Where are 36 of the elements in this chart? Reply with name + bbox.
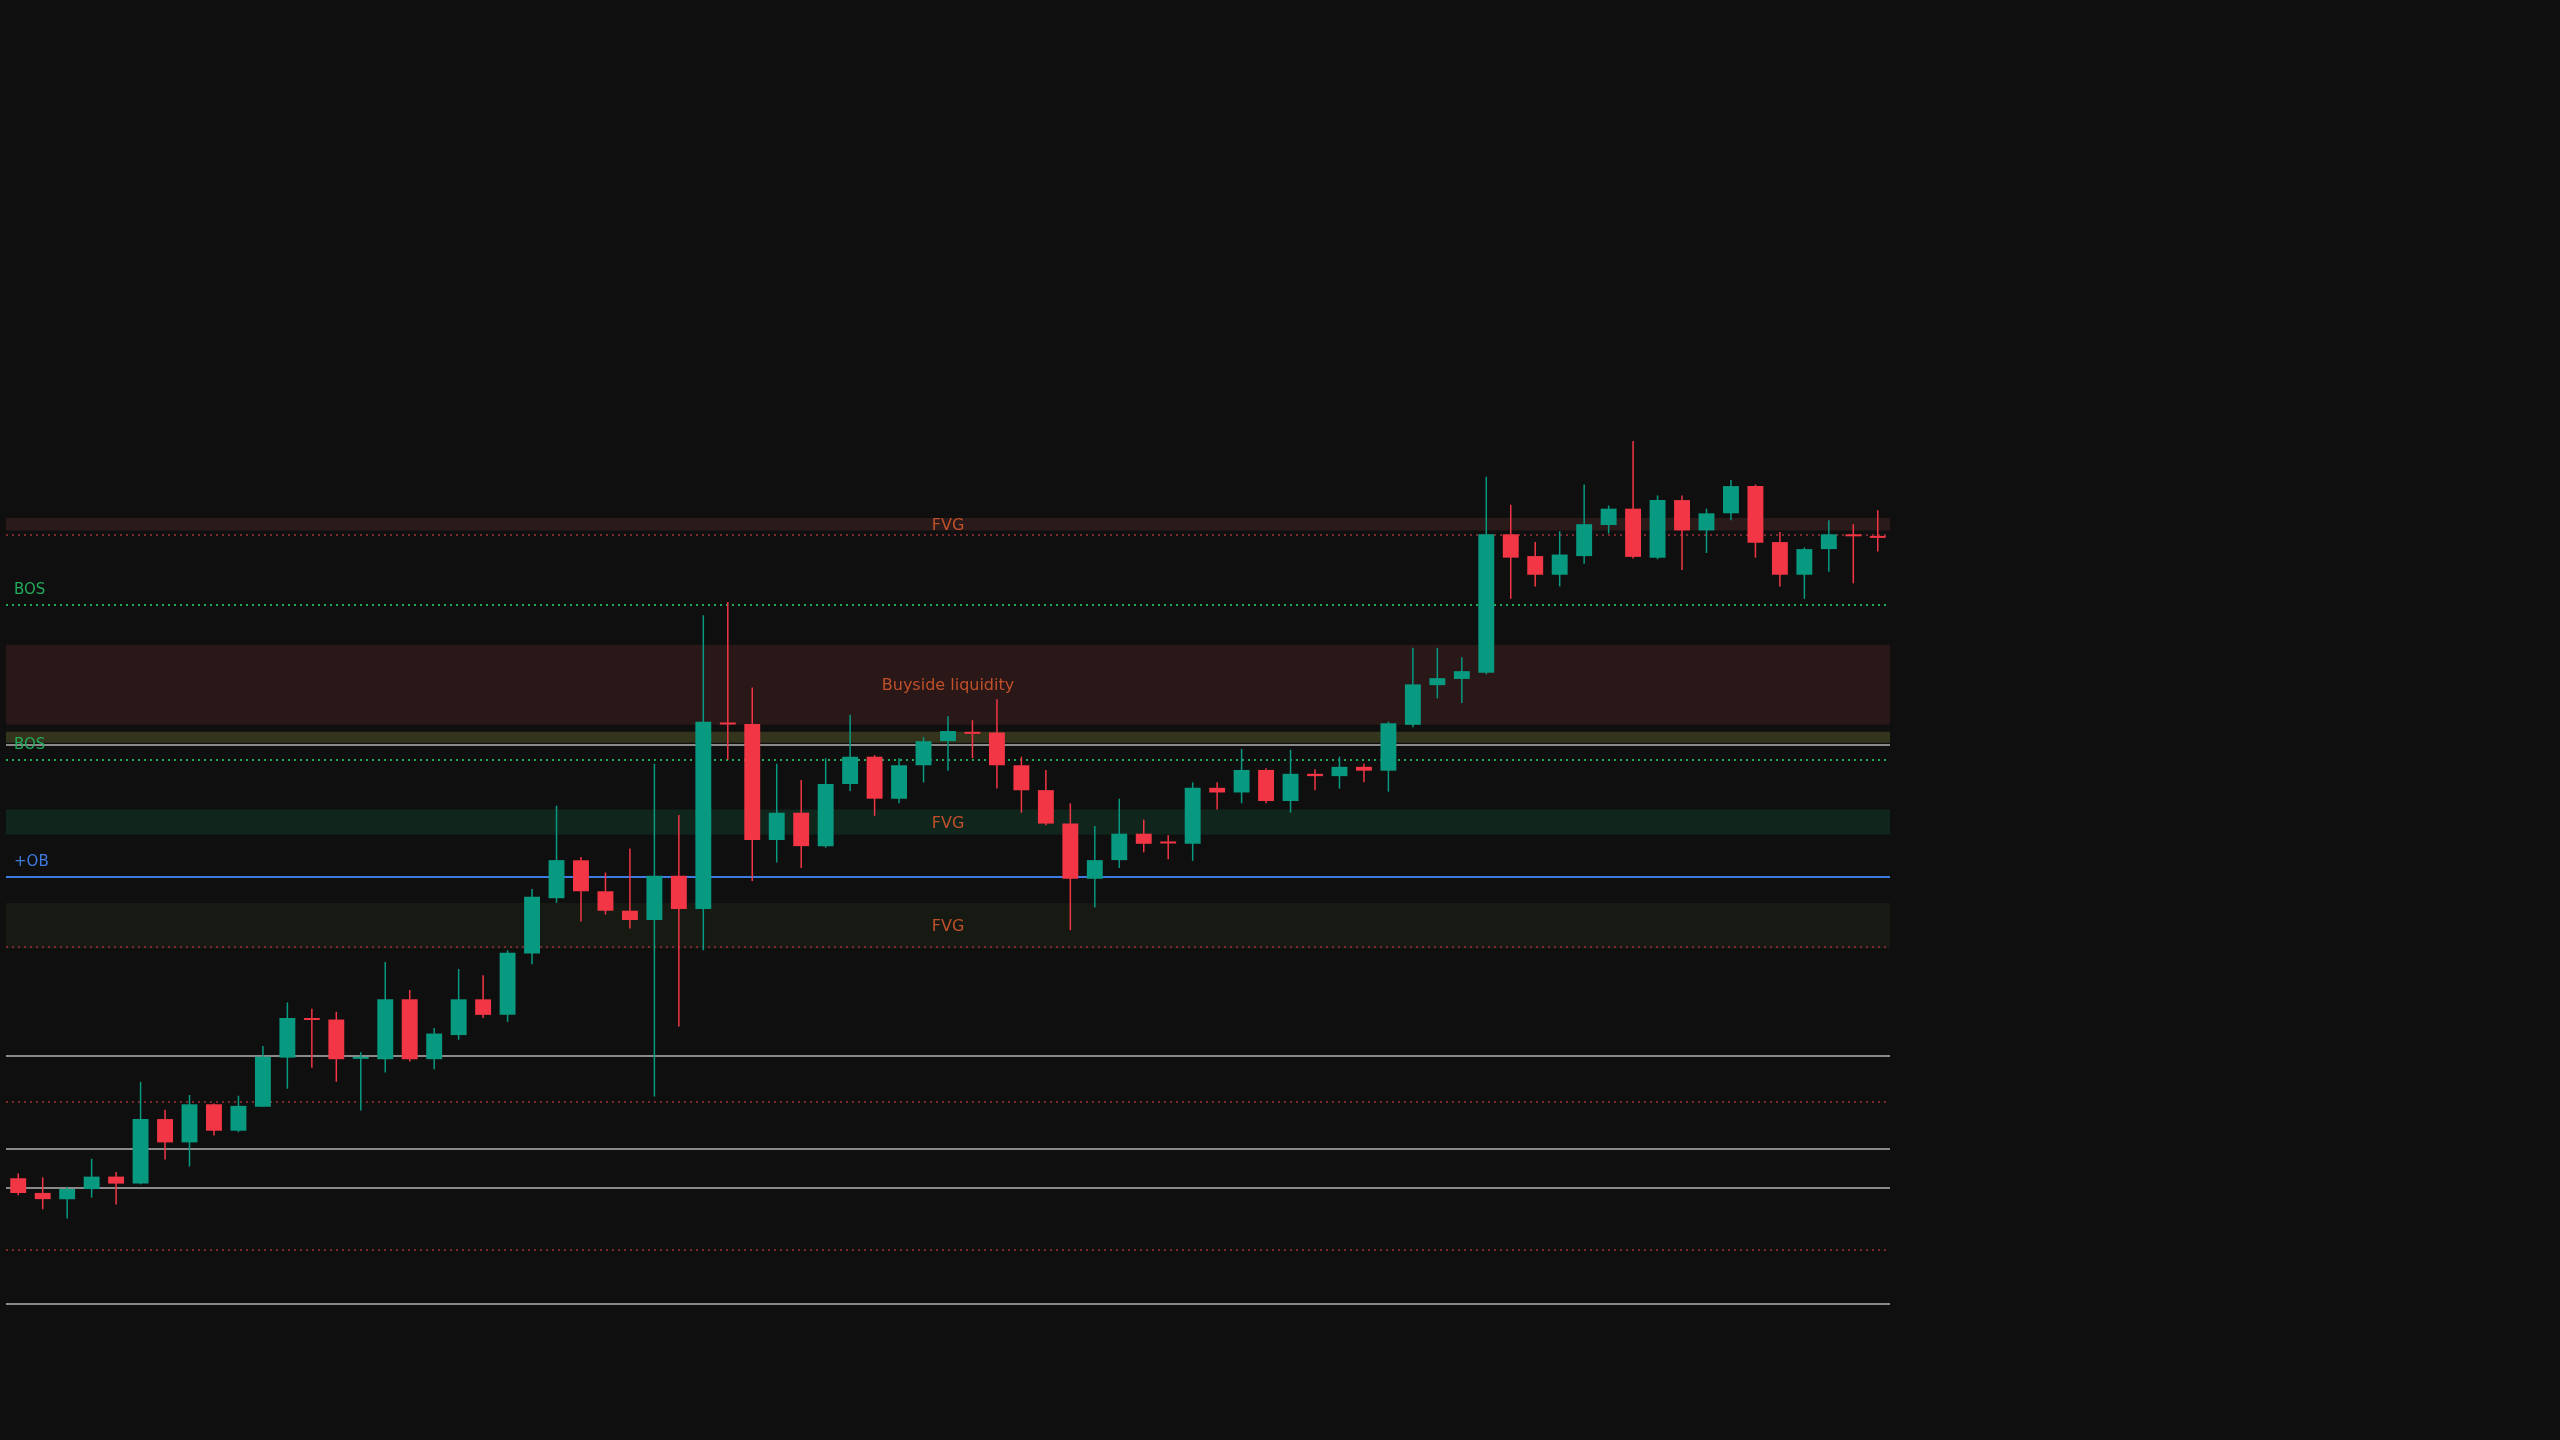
candlestick (597, 871, 614, 916)
candlestick (1453, 656, 1470, 704)
candlestick (1233, 748, 1250, 805)
ref-line-label: BOS (14, 579, 46, 598)
candlestick (1869, 509, 1886, 553)
candlestick (1356, 762, 1372, 784)
candlestick (34, 1176, 51, 1211)
band-label: Buyside liquidity (881, 675, 1015, 695)
candlestick (1135, 818, 1152, 854)
band-label: FVG (931, 514, 965, 534)
candlestick (303, 1007, 320, 1069)
candlestick (157, 1108, 173, 1161)
candlestick (475, 974, 492, 1019)
candlestick (108, 1171, 125, 1206)
candlestick (59, 1185, 76, 1220)
candlestick (621, 847, 638, 930)
candlestick (83, 1157, 100, 1199)
band-label: FVG (931, 812, 965, 832)
ref-line-label: +OB (14, 851, 49, 870)
candlestick (1429, 647, 1446, 700)
candlestick (1845, 523, 1862, 585)
candlestick (1086, 825, 1103, 909)
candlestick (719, 601, 736, 761)
candlestick (1698, 507, 1715, 554)
candlestick (10, 1172, 27, 1197)
band-label: FVG (931, 916, 965, 936)
candlestick (352, 1051, 369, 1112)
candlestick (940, 715, 956, 772)
candlestick (1551, 530, 1568, 588)
candlestick (964, 719, 981, 760)
candlestick (1502, 504, 1519, 600)
candlestick (1160, 834, 1177, 861)
candlestick (1820, 519, 1837, 573)
candlestick (1527, 541, 1544, 588)
candlestick (1600, 504, 1617, 535)
candlestick (1331, 755, 1348, 790)
